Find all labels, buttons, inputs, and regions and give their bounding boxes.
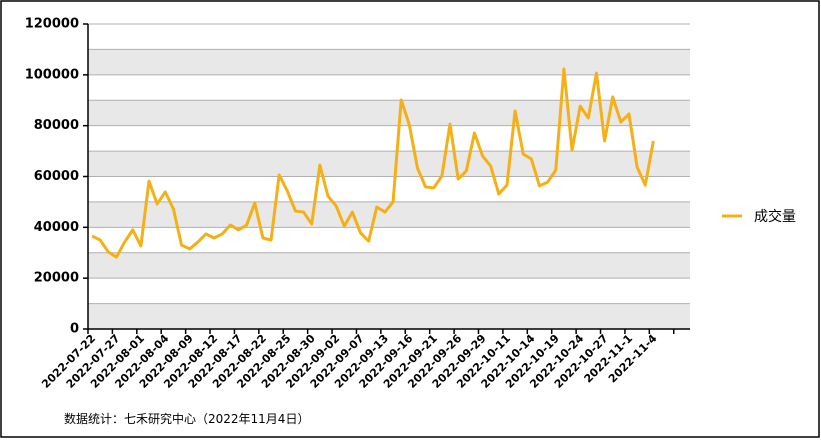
y-tick-label: 0 [70, 322, 79, 337]
y-tick-label: 40000 [34, 220, 79, 235]
source-note: 数据统计：七禾研究中心（2022年11月4日） [64, 411, 309, 426]
grid-band [88, 151, 690, 177]
y-tick-label: 100000 [25, 67, 79, 82]
y-tick-label: 80000 [34, 118, 79, 133]
grid-band [88, 49, 690, 75]
grid-band [88, 303, 690, 329]
y-tick-label: 120000 [25, 17, 79, 32]
grid-band [88, 252, 690, 279]
y-tick-label: 60000 [34, 169, 79, 184]
legend-label: 成交量 [754, 208, 796, 225]
data-line [91, 67, 655, 259]
y-tick-label: 20000 [34, 271, 79, 286]
